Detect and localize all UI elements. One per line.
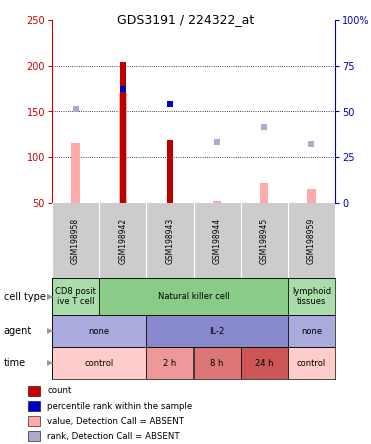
Bar (288, 315, 335, 347)
Bar (99, 278, 288, 315)
Bar (52, 278, 99, 315)
Point (167, 101, 173, 108)
Text: control: control (297, 358, 326, 368)
Text: GSM198944: GSM198944 (213, 218, 221, 264)
Text: percentile rank within the sample: percentile rank within the sample (47, 402, 193, 411)
Bar (146, 347, 194, 379)
Bar (146, 315, 288, 347)
Text: lymphoid
tissues: lymphoid tissues (292, 287, 331, 306)
Text: rank, Detection Call = ABSENT: rank, Detection Call = ABSENT (47, 432, 180, 441)
Point (261, 123, 267, 131)
Text: GSM198959: GSM198959 (307, 218, 316, 264)
Bar (288, 278, 335, 315)
Bar (288, 347, 335, 379)
Bar (194, 347, 241, 379)
Bar (28, 431, 40, 441)
Point (73, 105, 79, 112)
Text: GDS3191 / 224322_at: GDS3191 / 224322_at (117, 13, 254, 26)
Text: ▶: ▶ (47, 358, 53, 368)
Point (120, 85, 126, 92)
Text: GSM198958: GSM198958 (71, 218, 80, 264)
Text: count: count (47, 386, 72, 395)
Text: GSM198942: GSM198942 (118, 218, 127, 264)
Point (308, 140, 314, 147)
Text: none: none (301, 326, 322, 336)
Bar (120, 62, 126, 203)
Text: 24 h: 24 h (255, 358, 273, 368)
Point (214, 138, 220, 145)
Text: GSM198945: GSM198945 (260, 218, 269, 264)
Text: 2 h: 2 h (163, 358, 177, 368)
Text: none: none (89, 326, 110, 336)
Text: Natural killer cell: Natural killer cell (158, 292, 229, 301)
Bar (307, 189, 316, 203)
Bar (241, 347, 288, 379)
Text: cell type: cell type (4, 292, 46, 301)
Bar (28, 401, 40, 411)
Text: agent: agent (4, 326, 32, 336)
Text: GSM198943: GSM198943 (165, 218, 174, 264)
Text: ▶: ▶ (47, 326, 53, 336)
Bar (260, 183, 269, 203)
Text: CD8 posit
ive T cell: CD8 posit ive T cell (55, 287, 96, 306)
Text: ▶: ▶ (47, 292, 53, 301)
Bar (167, 140, 173, 203)
Bar (28, 416, 40, 426)
Bar (118, 93, 127, 203)
Text: IL-2: IL-2 (210, 326, 225, 336)
Bar (28, 386, 40, 396)
Text: time: time (4, 358, 26, 368)
Text: control: control (85, 358, 114, 368)
Text: value, Detection Call = ABSENT: value, Detection Call = ABSENT (47, 417, 184, 426)
Bar (71, 143, 80, 203)
Bar (213, 201, 221, 203)
Bar (52, 347, 146, 379)
Text: 8 h: 8 h (210, 358, 224, 368)
Bar (52, 315, 146, 347)
